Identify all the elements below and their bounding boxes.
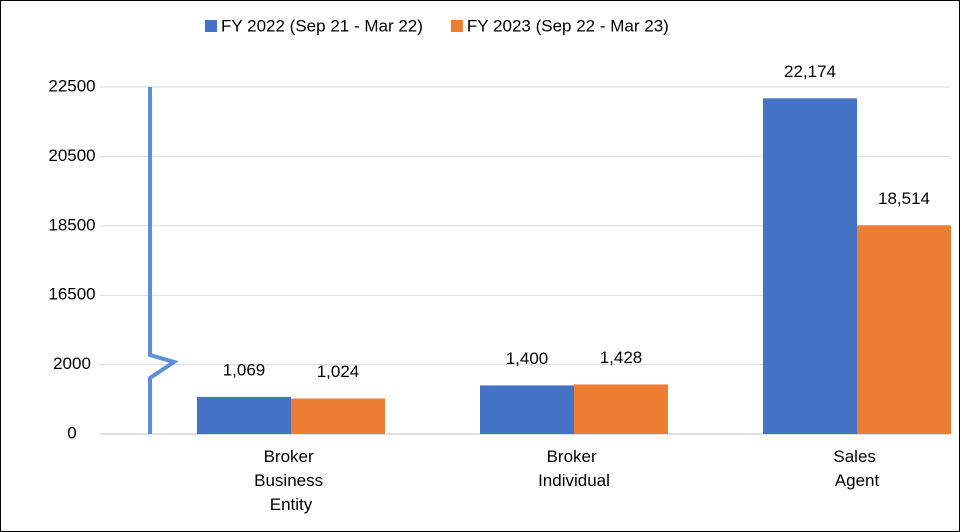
legend-swatch — [205, 20, 217, 32]
bar — [480, 385, 574, 434]
y-tick-label: 20500 — [48, 146, 95, 165]
bar — [857, 225, 951, 434]
legend-label: FY 2022 (Sep 21 - Mar 22) — [221, 16, 423, 35]
y-tick-label: 0 — [67, 423, 76, 442]
bar — [197, 396, 291, 434]
data-label: 1,024 — [317, 362, 360, 381]
data-label: 18,514 — [878, 189, 930, 208]
legend-label: FY 2023 (Sep 22 - Mar 23) — [467, 16, 669, 35]
y-tick-label: 18500 — [48, 215, 95, 234]
data-label: 1,428 — [600, 348, 643, 367]
x-tick-label: Broker Business Entity — [254, 447, 328, 514]
y-tick-label: 2000 — [53, 354, 91, 373]
legend-swatch — [450, 20, 463, 32]
data-label: 1,069 — [223, 360, 266, 379]
bars — [197, 98, 951, 435]
axis-break — [148, 87, 179, 434]
data-label: 1,400 — [506, 349, 549, 368]
data-label: 22,174 — [784, 62, 836, 81]
x-tick-label: Broker Individual — [538, 447, 610, 490]
bar — [574, 384, 668, 434]
bar — [291, 398, 385, 434]
y-tick-label: 16500 — [48, 285, 95, 304]
x-tick-label: Sales Agent — [833, 447, 880, 490]
bar — [763, 98, 857, 435]
y-tick-label: 22500 — [48, 76, 95, 95]
